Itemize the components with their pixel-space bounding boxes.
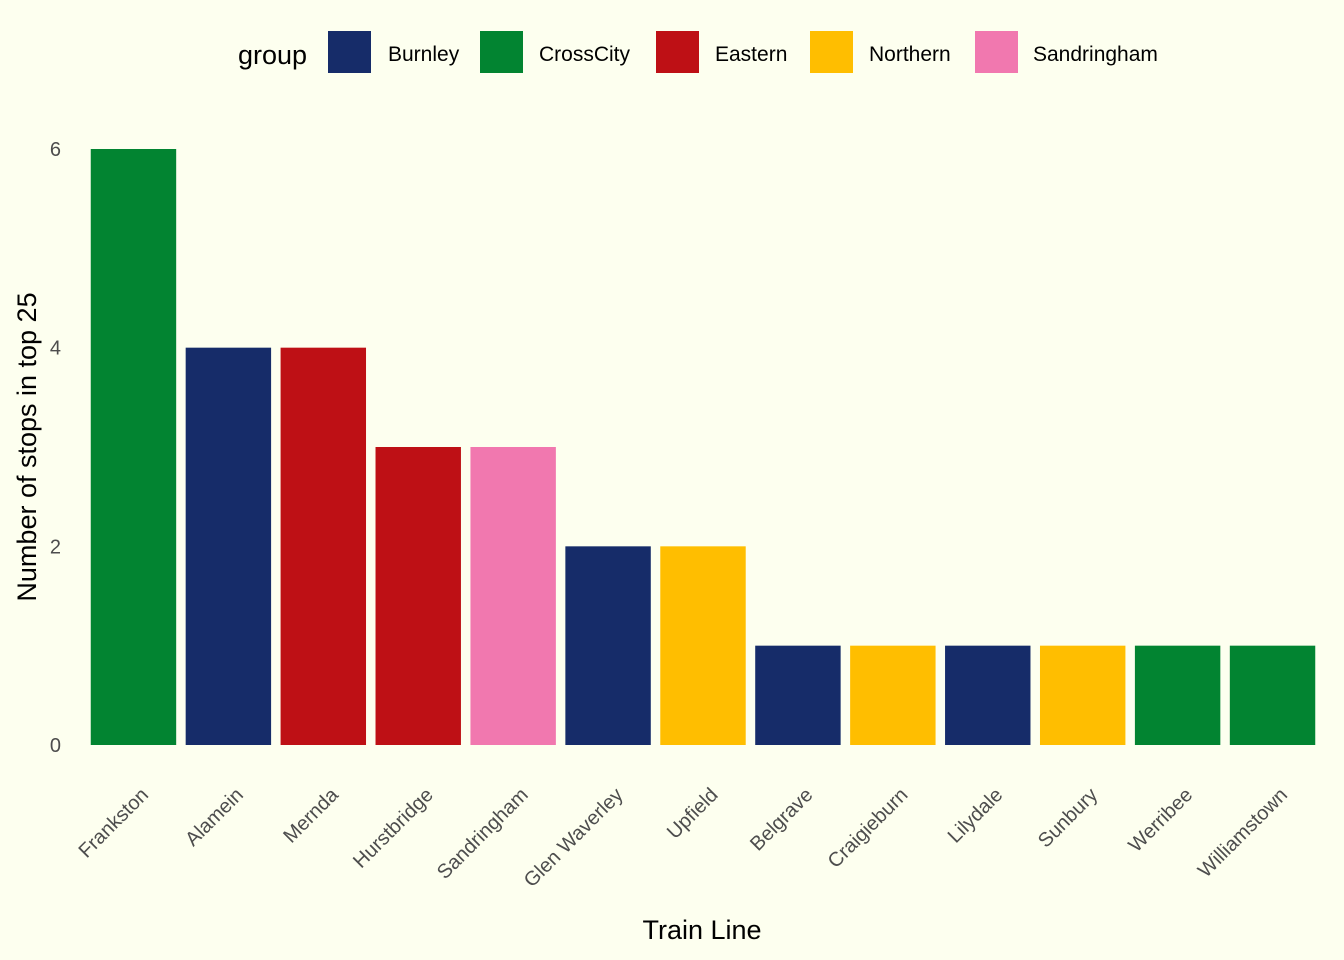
legend-label-burnley: Burnley bbox=[388, 43, 460, 66]
bar-mernda bbox=[280, 347, 367, 745]
legend-key-northern bbox=[810, 31, 853, 73]
legend-key-sandringham bbox=[975, 31, 1018, 73]
bar-alamein bbox=[185, 347, 272, 745]
y-tick-label-2: 2 bbox=[50, 536, 61, 558]
bar-hurstbridge bbox=[375, 447, 461, 745]
bar-craigieburn bbox=[850, 645, 936, 745]
legend-label-sandringham: Sandringham bbox=[1033, 43, 1158, 66]
legend-title: group bbox=[238, 40, 307, 70]
legend-key-eastern bbox=[656, 31, 699, 73]
legend-key-burnley bbox=[328, 31, 371, 73]
bar-williamstown bbox=[1229, 645, 1316, 745]
legend-label-northern: Northern bbox=[869, 43, 951, 66]
legend: group Burnley CrossCity Eastern Northern San… bbox=[238, 31, 1158, 73]
bars bbox=[90, 149, 1316, 745]
x-axis-title: Train Line bbox=[642, 915, 761, 945]
y-tick-label-0: 0 bbox=[50, 735, 61, 757]
y-tick-label-6: 6 bbox=[50, 139, 61, 161]
bar-sandringham bbox=[470, 447, 556, 745]
legend-key-crosscity bbox=[480, 31, 523, 73]
bar-frankston bbox=[90, 149, 177, 745]
bar-lilydale bbox=[945, 645, 1031, 745]
legend-items: Burnley CrossCity Eastern Northern Sandringh… bbox=[328, 31, 1158, 73]
y-axis-ticks: 0 2 4 6 bbox=[50, 139, 61, 757]
legend-label-crosscity: CrossCity bbox=[539, 43, 631, 66]
y-tick-label-4: 4 bbox=[50, 338, 61, 360]
bar-sunbury bbox=[1039, 645, 1126, 745]
legend-label-eastern: Eastern bbox=[715, 43, 787, 66]
bar-werribee bbox=[1134, 645, 1221, 745]
y-axis-title: Number of stops in top 25 bbox=[12, 292, 42, 601]
bar-upfield bbox=[660, 546, 746, 745]
bar-belgrave bbox=[755, 645, 841, 745]
bar-glen-waverley bbox=[565, 546, 651, 745]
